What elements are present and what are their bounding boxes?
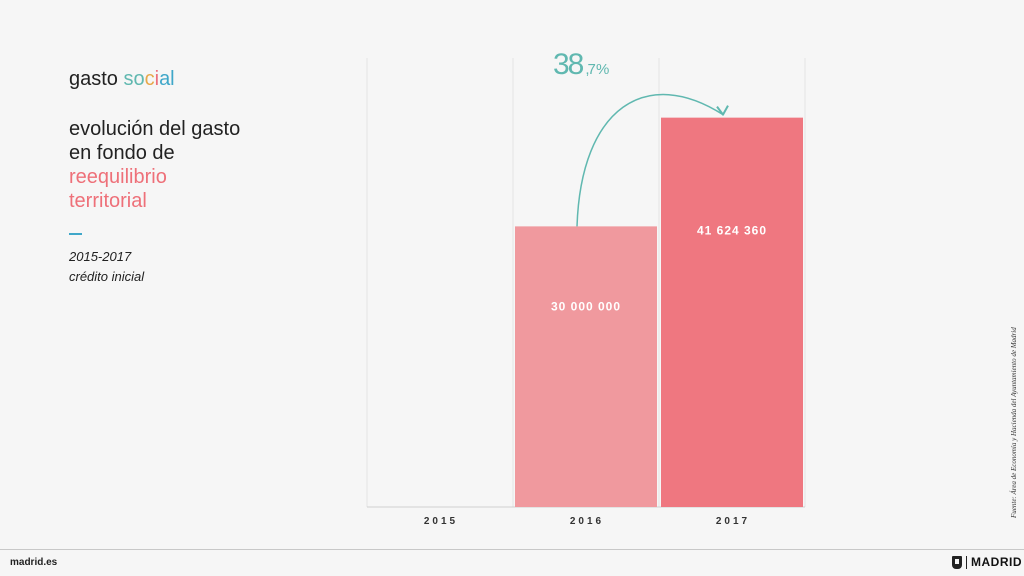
title-line: en fondo de [69, 142, 175, 164]
brand-letter: al [159, 68, 175, 90]
title-highlight-line: reequilibrio [69, 166, 167, 188]
subtitle-text: crédito inicial [69, 269, 145, 284]
growth-percentage-integer: 38 [553, 48, 584, 81]
years-text: 2015-2017 [69, 249, 132, 264]
data-label: 41 624 360 [697, 223, 767, 237]
title-line: evolución del gasto [69, 118, 241, 140]
title-highlight-line: territorial [69, 190, 147, 212]
growth-percentage: 38,7 % [553, 48, 609, 81]
bar-2017 [661, 117, 803, 508]
bar-chart: 2015 30 000 000 2016 41 624 360 2017 38,7 % [366, 48, 806, 527]
brand-social: social [123, 68, 174, 90]
brand-heading: gasto social [69, 66, 329, 92]
title-panel: gasto social evolución del gasto en fond… [69, 66, 329, 287]
x-tick-label: 2015 [424, 516, 458, 527]
x-tick-label: 2016 [570, 516, 604, 527]
x-tick-label: 2017 [716, 516, 750, 527]
accent-divider [69, 233, 82, 235]
growth-percentage-decimal: ,7 % [585, 61, 609, 78]
period-label: 2015-2017 crédito inicial [69, 247, 329, 287]
brand-letter: i [154, 68, 160, 90]
brand-letter: so [123, 68, 145, 90]
source-note: Fuente: Área de Economía y Hacienda del … [1010, 327, 1018, 518]
bar-2016 [515, 226, 657, 507]
logo-separator [966, 555, 967, 569]
logo-text: MADRID [971, 555, 1022, 569]
growth-arrow [576, 93, 724, 227]
crest-icon [952, 555, 962, 569]
data-label: 30 000 000 [551, 300, 621, 314]
madrid-logo[interactable]: MADRID [952, 555, 1022, 569]
footer-site-link[interactable]: madrid.es [10, 557, 58, 568]
page-title: evolución del gasto en fondo de reequili… [69, 117, 329, 213]
brand-prefix: gasto [69, 68, 124, 90]
arrowhead-icon [716, 105, 729, 116]
brand-letter: c [144, 68, 155, 90]
footer-divider [0, 549, 1024, 550]
